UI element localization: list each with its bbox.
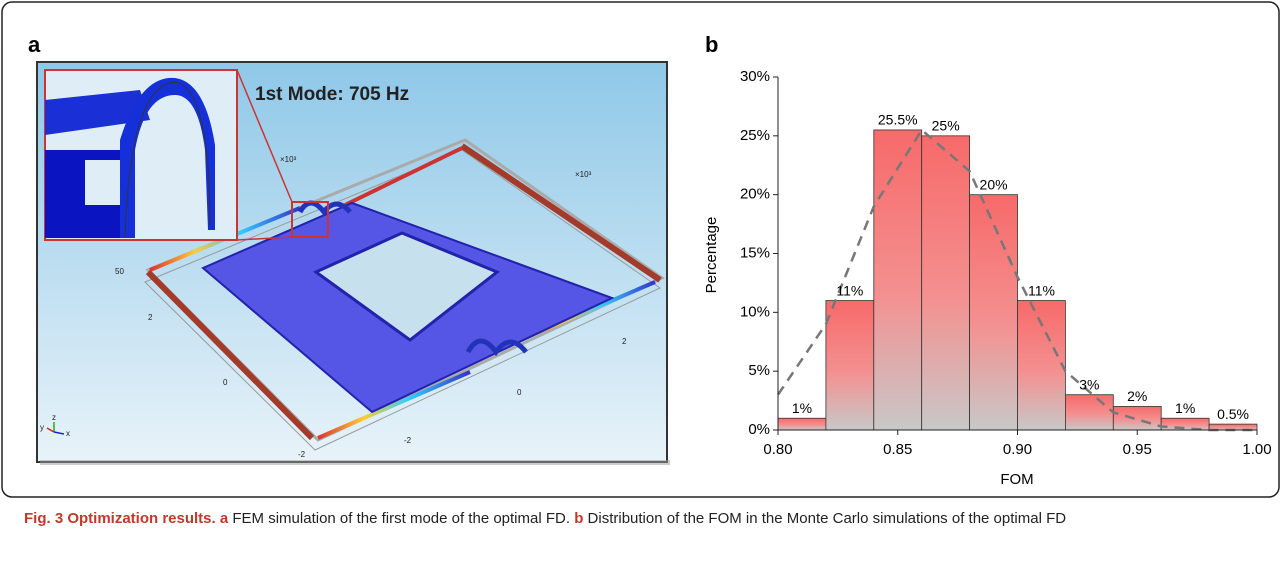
caption-text: Distribution of the FOM in the Monte Car… <box>587 510 1067 527</box>
bar <box>1065 394 1114 431</box>
fem-axis-label: -2 <box>298 450 306 459</box>
bar <box>1160 417 1210 431</box>
y-tick-label: 25% <box>740 127 770 144</box>
caption: Fig. 3 Optimization results. a FEM simul… <box>24 506 1264 531</box>
value-label: 2% <box>1127 388 1147 404</box>
fem-title: 1st Mode: 705 Hz <box>255 84 409 105</box>
triad-label: y <box>40 423 44 432</box>
y-tick-label: 0% <box>748 421 770 438</box>
fem-axis-label: 50 <box>115 267 124 276</box>
fem-axis-label: 0 <box>223 378 228 387</box>
value-label: 0.5% <box>1217 406 1249 422</box>
fem-axis-label: ×10³ <box>575 170 592 179</box>
x-tick-label: 0.90 <box>1003 441 1032 458</box>
y-tick-label: 20% <box>740 186 770 203</box>
bar <box>969 194 1018 431</box>
value-label: 25% <box>932 118 960 134</box>
value-label: 1% <box>1175 400 1195 416</box>
y-axis-label: Percentage <box>703 217 720 294</box>
y-tick-label: 5% <box>748 362 770 379</box>
value-label: 3% <box>1079 376 1099 392</box>
panel-label: b <box>705 32 718 57</box>
x-tick-label: 0.85 <box>883 441 912 458</box>
bar <box>921 135 971 431</box>
value-label: 25.5% <box>878 112 918 128</box>
value-label: 11% <box>1028 282 1055 298</box>
y-tick-label: 10% <box>740 303 770 320</box>
fem-axis-label: 2 <box>622 337 627 346</box>
value-label: 20% <box>980 176 1008 192</box>
y-tick-label: 15% <box>740 244 770 261</box>
fem-axis-label: 0 <box>517 388 522 397</box>
bar <box>1112 406 1162 431</box>
bar <box>873 129 923 431</box>
caption-label: b <box>574 510 584 527</box>
fem-image: 1st Mode: 705 Hz ×10³ ×10³ 50 2 0 -2 2 0… <box>36 61 670 465</box>
caption-title: Fig. 3 Optimization results. <box>24 510 216 527</box>
value-label: 11% <box>836 282 863 298</box>
fem-axis-label: ×10³ <box>280 155 297 164</box>
x-tick-label: 1.00 <box>1242 441 1271 458</box>
fit-curve <box>776 128 1257 432</box>
triad-label: z <box>52 413 56 422</box>
x-axis-label: FOM <box>1000 471 1033 488</box>
figure-border <box>1 1 1280 498</box>
triad-label: x <box>66 429 70 438</box>
caption-text: FEM simulation of the first mode of the … <box>232 510 571 527</box>
y-tick-label: 30% <box>740 68 770 85</box>
fem-axis-label: 2 <box>148 313 153 322</box>
caption-label: a <box>219 510 229 527</box>
bar <box>1017 300 1066 431</box>
bar <box>777 417 827 431</box>
x-tick-label: 0.80 <box>763 441 792 458</box>
panel-label: a <box>28 32 41 57</box>
value-label: 1% <box>792 400 812 416</box>
x-tick-label: 0.95 <box>1123 441 1152 458</box>
fem-axis-label: -2 <box>404 436 412 445</box>
bar <box>825 300 875 431</box>
